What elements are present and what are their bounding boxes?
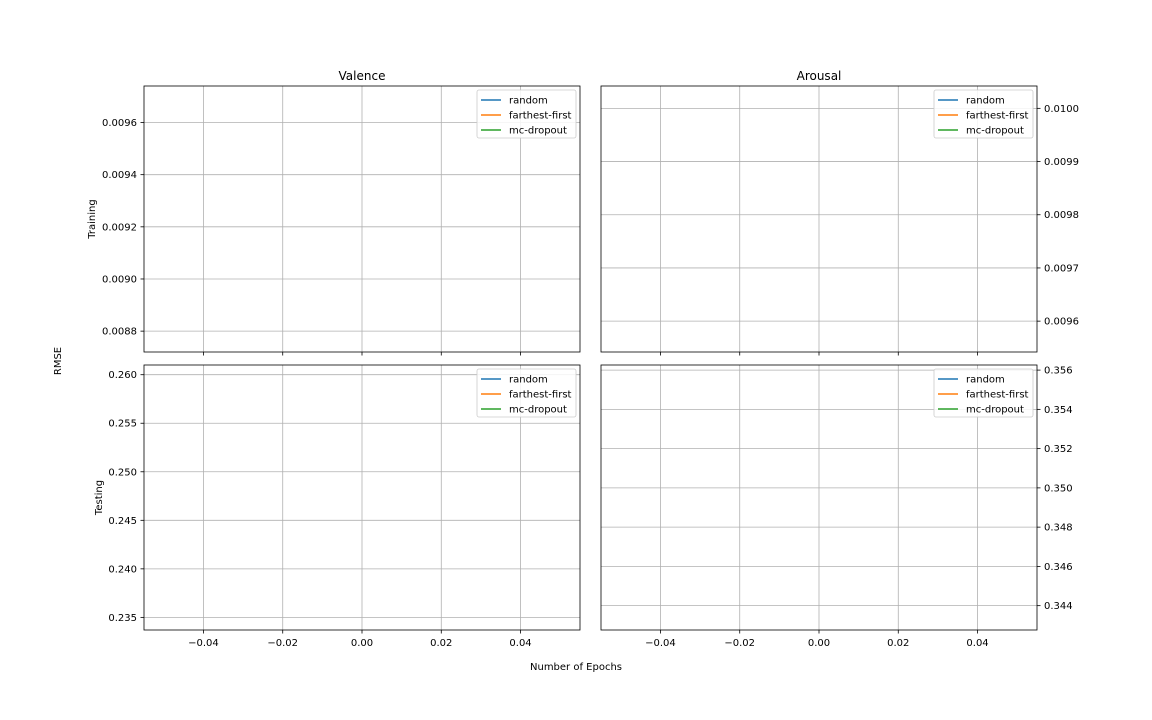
x-tick-label: 0.02 — [887, 638, 909, 649]
y-tick-label: 0.354 — [1044, 405, 1073, 416]
y-tick-label: 0.0094 — [102, 170, 137, 181]
figure-xlabel: Number of Epochs — [530, 662, 622, 673]
y-tick-label: 0.0096 — [102, 118, 137, 129]
y-tick-label: 0.0092 — [102, 222, 137, 233]
y-tick-label: 0.0098 — [1044, 210, 1079, 221]
y-axis-label: Testing — [94, 480, 105, 516]
legend-frame — [933, 89, 1034, 139]
legend: random farthest-first mc-dropout — [476, 368, 577, 418]
subplot-4: −0.04 −0.02 0.00 0.02 0.04 0.344 0.346 0.348 0.3… — [600, 364, 1073, 649]
legend-frame — [476, 368, 577, 418]
y-tick-label: 0.0099 — [1044, 157, 1079, 168]
y-tick-label: 0.0088 — [102, 327, 137, 338]
y-tick-label: 0.348 — [1044, 523, 1073, 534]
subplot-2: 0.0096 0.0097 0.0098 0.0099 0.0100 Arousal ran… — [600, 69, 1079, 356]
legend-label: mc-dropout — [966, 126, 1024, 137]
x-tick-label: −0.02 — [267, 638, 298, 649]
y-tick-label: 0.352 — [1044, 444, 1073, 455]
y-tick-label: 0.356 — [1044, 366, 1073, 377]
legend: random farthest-first mc-dropout — [476, 89, 577, 139]
subplot-title: Arousal — [797, 69, 842, 83]
legend-label: random — [966, 96, 1005, 107]
x-tick-label: 0.04 — [509, 638, 531, 649]
y-tick-label: 0.235 — [108, 613, 137, 624]
subplot-title: Valence — [339, 69, 386, 83]
x-tick-label: 0.04 — [966, 638, 988, 649]
legend-label: random — [509, 375, 548, 386]
legend-label: mc-dropout — [509, 405, 567, 416]
y-tick-label: 0.350 — [1044, 483, 1073, 494]
legend-label: mc-dropout — [509, 126, 567, 137]
legend-frame — [476, 89, 577, 139]
legend-frame — [933, 368, 1034, 418]
y-axis-label: Training — [87, 199, 98, 239]
y-tick-label: 0.0097 — [1044, 263, 1079, 274]
legend-label: random — [966, 375, 1005, 386]
legend-label: mc-dropout — [966, 405, 1024, 416]
legend-label: farthest-first — [966, 111, 1029, 122]
x-tick-label: 0.00 — [351, 638, 373, 649]
y-tick-label: 0.260 — [108, 370, 137, 381]
x-tick-label: −0.02 — [724, 638, 755, 649]
legend: random farthest-first mc-dropout — [933, 89, 1034, 139]
x-tick-label: −0.04 — [645, 638, 676, 649]
x-tick-label: −0.04 — [188, 638, 219, 649]
legend-label: farthest-first — [966, 390, 1029, 401]
y-tick-label: 0.0100 — [1044, 104, 1079, 115]
subplot-3: −0.04 −0.02 0.00 0.02 0.04 0.235 0.240 0.245 0.2… — [94, 364, 581, 649]
legend-label: random — [509, 96, 548, 107]
legend-label: farthest-first — [509, 111, 572, 122]
y-tick-label: 0.0096 — [1044, 317, 1079, 328]
x-tick-label: 0.00 — [808, 638, 830, 649]
y-tick-label: 0.0090 — [102, 274, 137, 285]
y-tick-label: 0.344 — [1044, 601, 1073, 612]
y-tick-label: 0.240 — [108, 564, 137, 575]
y-tick-label: 0.346 — [1044, 562, 1073, 573]
y-tick-label: 0.250 — [108, 467, 137, 478]
figure-ylabel: RMSE — [53, 347, 64, 375]
y-tick-label: 0.255 — [108, 419, 137, 430]
legend: random farthest-first mc-dropout — [933, 368, 1034, 418]
y-tick-label: 0.245 — [108, 516, 137, 527]
subplot-1: 0.0088 0.0090 0.0092 0.0094 0.0096 Valence Tra… — [87, 69, 581, 356]
x-tick-label: 0.02 — [430, 638, 452, 649]
legend-label: farthest-first — [509, 390, 572, 401]
